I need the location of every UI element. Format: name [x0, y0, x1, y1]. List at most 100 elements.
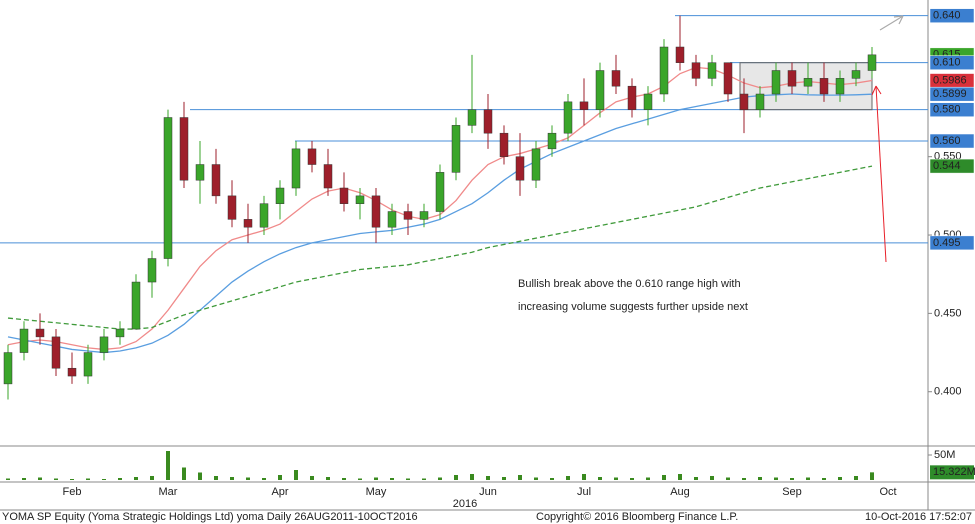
x-tick-label: Sep [782, 486, 802, 498]
candle-body [67, 367, 77, 377]
candle-body [291, 148, 301, 189]
volume-bar [358, 478, 362, 480]
volume-bar [646, 477, 650, 480]
volume-bar [630, 478, 634, 480]
volume-bar [166, 451, 170, 480]
price-tag [929, 102, 975, 117]
candle-body [531, 148, 541, 181]
candle-body [131, 281, 141, 330]
volume-bar [726, 477, 730, 480]
volume-bar [406, 478, 410, 480]
volume-bar [870, 472, 874, 480]
annotation-arrow [875, 85, 887, 263]
volume-bar [22, 478, 26, 480]
volume-bar [454, 475, 458, 480]
volume-bar [70, 479, 74, 480]
volume-bar [854, 476, 858, 480]
volume-bar [758, 477, 762, 480]
candle-body [467, 109, 477, 126]
volume-bar [822, 478, 826, 480]
price-tag [929, 55, 975, 70]
candle-body [771, 70, 781, 95]
price-tag [929, 158, 975, 174]
candle-body [275, 187, 285, 204]
candle-body [563, 101, 573, 134]
candle-body [259, 203, 269, 228]
x-tick-label: Oct [879, 486, 896, 498]
volume-bar [342, 478, 346, 480]
volume-bar [214, 476, 218, 480]
volume-bar [150, 476, 154, 480]
x-tick-label: Jul [577, 486, 591, 498]
candle-body [595, 70, 605, 110]
x-tick-label: Apr [271, 486, 288, 498]
volume-bar [790, 478, 794, 480]
volume-bar [582, 474, 586, 480]
candle-body [323, 164, 333, 189]
price-tag [929, 86, 975, 102]
candle-body [659, 46, 669, 95]
candle-body [3, 352, 13, 385]
volume-bar [310, 476, 314, 480]
volume-bar [38, 477, 42, 480]
candle-body [691, 62, 701, 79]
price-tag [929, 8, 975, 23]
candle-body [515, 156, 525, 181]
volume-bar [598, 477, 602, 480]
candle-body [819, 78, 829, 95]
volume-bar [54, 478, 58, 480]
candle-body [835, 78, 845, 95]
volume-bar [614, 477, 618, 480]
candle-body [355, 195, 365, 204]
volume-bar [118, 478, 122, 480]
volume-bar [198, 472, 202, 480]
candle-body [739, 93, 749, 110]
footer-right: 10-Oct-2016 17:52:07 [865, 511, 972, 523]
x-tick-label: Mar [159, 486, 178, 498]
annotation: increasing volume suggests further upsid… [518, 301, 748, 313]
candle-body [115, 328, 125, 338]
candle-body [851, 70, 861, 79]
price-tag-label: 0.560 [933, 135, 961, 147]
price-tag [929, 133, 975, 149]
candle-body [451, 125, 461, 173]
candle-body [723, 62, 733, 95]
volume-bar [518, 475, 522, 480]
candle-body [787, 70, 797, 87]
volume-bar [662, 475, 666, 480]
volume-bar [806, 477, 810, 480]
price-tag-label: 0.580 [933, 104, 961, 116]
price-tag-label: 0.5899 [933, 88, 967, 100]
volume-bar [390, 478, 394, 480]
volume-bar [774, 477, 778, 480]
volume-bar [262, 478, 266, 480]
volume-bar [246, 477, 250, 480]
candle-body [675, 46, 685, 63]
volume-bar [134, 477, 138, 480]
price-tag [929, 235, 975, 251]
candle-body [371, 195, 381, 228]
footer-left: YOMA SP Equity (Yoma Strategic Holdings … [2, 511, 418, 523]
x-tick-label: Feb [63, 486, 82, 498]
x-tick-label: May [366, 486, 387, 498]
volume-bar [742, 478, 746, 480]
volume-bar [710, 476, 714, 480]
volume-bar [550, 478, 554, 480]
candle-body [51, 336, 61, 369]
candle-body [499, 132, 509, 157]
price-tag-label: 0.5986 [933, 74, 967, 86]
volume-tag-label: 15.322M [933, 466, 975, 478]
candle-body [35, 328, 45, 338]
candle-body [211, 164, 221, 197]
volume-bar [102, 479, 106, 480]
x-tick-label: Aug [670, 486, 690, 498]
volume-bar [502, 477, 506, 480]
y-tick-label: 0.400 [934, 386, 962, 398]
candle-body [195, 164, 205, 181]
candle-body [163, 117, 173, 259]
arrow-head [871, 85, 882, 96]
volume-bar [486, 476, 490, 480]
year-label: 2016 [453, 498, 477, 510]
